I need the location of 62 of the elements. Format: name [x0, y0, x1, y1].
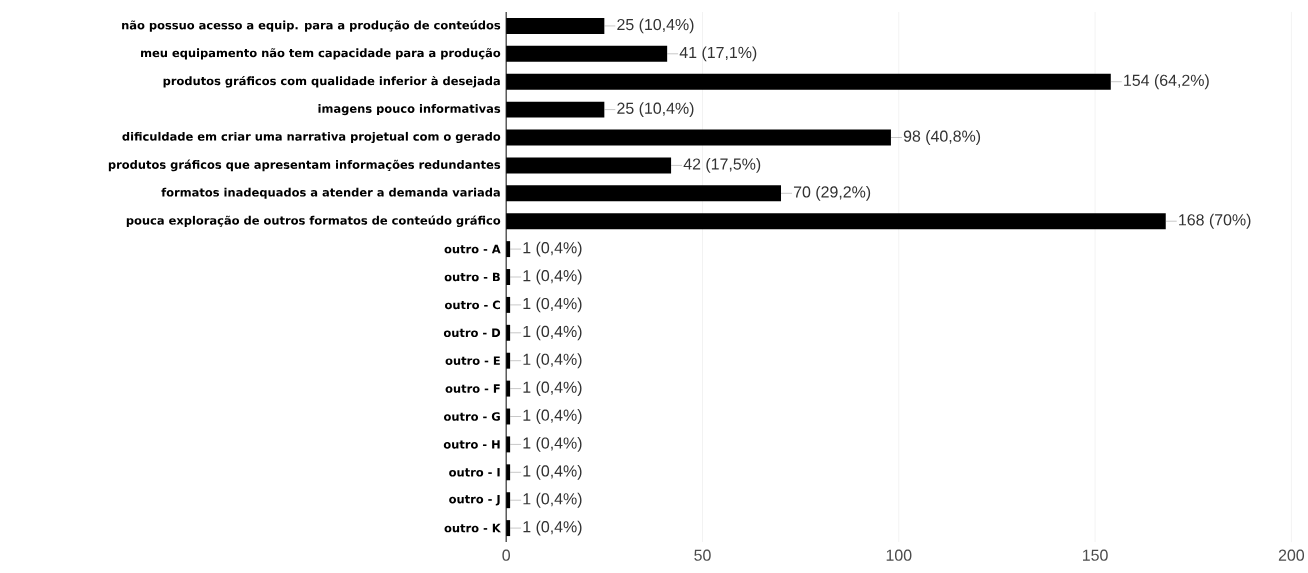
data-label: 1 (0,4%): [523, 520, 582, 536]
y-tick-label: imagens pouco informativas: [318, 104, 501, 116]
data-label: 41 (17,1%): [679, 46, 757, 62]
y-tick-label: outro - K: [444, 523, 502, 533]
y-tick-label: formatos inadequados a atender a demanda variada: [161, 187, 500, 199]
data-label: 98 (40,8%): [903, 130, 981, 145]
bar: [506, 520, 511, 537]
y-tick-label: outro - F: [445, 384, 500, 393]
data-label: 1 (0,4%): [523, 353, 582, 369]
data-label: 1 (0,4%): [523, 492, 582, 508]
bar: [506, 408, 511, 425]
bar: [506, 241, 511, 258]
y-tick-label: pouca exploração de outros formatos de conteúdo gráfico: [126, 215, 501, 228]
x-tick-label: 150: [1083, 549, 1108, 561]
data-label: 154 (64,2%): [1124, 74, 1209, 90]
y-tick-label: outro - I: [449, 468, 500, 477]
data-label: 1 (0,4%): [523, 464, 582, 480]
y-tick-label: outro - C: [444, 300, 500, 310]
y-tick-label: não possuo acesso a equip. para a produção de conteúdos: [122, 20, 501, 32]
x-tick-label: 200: [1278, 549, 1305, 561]
y-tick-label: outro - E: [445, 356, 500, 365]
bar: [506, 73, 1111, 90]
bar: [506, 352, 511, 369]
bar: [506, 157, 672, 174]
data-label: 25 (10,4%): [617, 102, 694, 118]
y-tick-label: outro - G: [444, 412, 500, 421]
bar: [506, 296, 511, 313]
y-tick-label: outro - A: [444, 244, 501, 254]
y-tick-label: produtos gráficos que apresentam informações redundantes: [108, 159, 501, 172]
x-tick-label: 50: [694, 549, 711, 561]
x-tick-label: 100: [886, 549, 912, 561]
data-label: 1 (0,4%): [523, 437, 582, 452]
x-tick-label: 0: [502, 549, 510, 561]
bar: [506, 17, 605, 34]
bar: [506, 129, 891, 146]
bar: [506, 185, 782, 202]
data-label: 1 (0,4%): [523, 297, 582, 313]
bar: [506, 101, 605, 118]
bar: [506, 436, 511, 453]
data-label: 1 (0,4%): [523, 409, 582, 424]
data-label: 70 (29,2%): [793, 185, 871, 201]
bar: [506, 45, 668, 62]
bar: [506, 269, 511, 286]
y-tick-label: produtos gráficos com qualidade inferior à desejada: [163, 75, 500, 88]
y-tick-label: dificuldade em criar uma narrativa projetual com o gerado: [122, 131, 501, 144]
y-tick-label: meu equipamento não tem capacidade para a produção: [141, 48, 501, 60]
data-label: 1 (0,4%): [523, 269, 582, 285]
data-label: 168 (70%): [1179, 213, 1251, 229]
y-tick-label: outro - B: [444, 272, 500, 282]
bar: [506, 380, 511, 397]
data-label: 25 (10,4%): [617, 18, 694, 34]
y-tick-label: outro - D: [443, 328, 501, 338]
y-tick-label: outro - H: [443, 440, 500, 449]
bar: [506, 324, 511, 341]
y-tick-label: outro - J: [449, 494, 500, 506]
data-label: 42 (17,5%): [683, 158, 761, 173]
bar: [506, 492, 511, 509]
data-label: 1 (0,4%): [523, 241, 582, 257]
data-label: 1 (0,4%): [523, 325, 582, 341]
bar: [506, 464, 511, 481]
bar: [506, 213, 1166, 230]
data-label: 1 (0,4%): [523, 381, 582, 397]
